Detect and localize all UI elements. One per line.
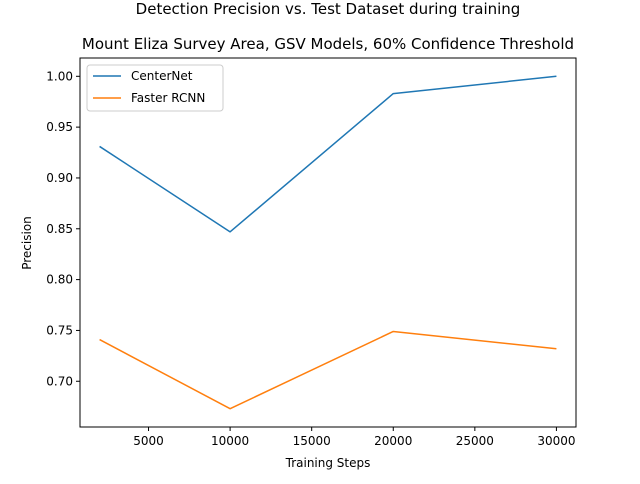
x-tick-label: 15000 xyxy=(293,434,331,448)
y-tick-label: 0.85 xyxy=(46,222,73,236)
y-tick-label: 0.75 xyxy=(46,323,73,337)
y-tick-label: 0.95 xyxy=(46,120,73,134)
series-line-centernet xyxy=(99,75,557,233)
axes-frame xyxy=(79,57,577,428)
legend-label-centernet: CenterNet xyxy=(131,69,193,83)
series-line-faster-rcnn xyxy=(99,330,557,410)
legend-label-faster-rcnn: Faster RCNN xyxy=(131,91,205,105)
y-axis-ticks: 0.70 0.75 0.80 0.85 0.90 0.95 1.00 xyxy=(46,69,80,388)
y-axis-label: Precision xyxy=(20,216,34,270)
x-tick-label: 10000 xyxy=(211,434,249,448)
x-axis-label: Training Steps xyxy=(285,456,371,470)
y-tick-label: 0.90 xyxy=(46,171,73,185)
series-lines xyxy=(99,75,557,410)
legend: CenterNet Faster RCNN xyxy=(86,64,224,112)
y-tick-label: 0.70 xyxy=(46,374,73,388)
x-tick-label: 30000 xyxy=(537,434,575,448)
chart-suptitle: Detection Precision vs. Test Dataset dur… xyxy=(136,0,521,18)
legend-entries: CenterNet Faster RCNN xyxy=(93,69,205,105)
x-tick-label: 20000 xyxy=(374,434,412,448)
chart-title: Mount Eliza Survey Area, GSV Models, 60%… xyxy=(82,35,574,53)
plot-area: 5000 10000 15000 20000 25000 30000 0.700.750.… xyxy=(46,57,577,448)
y-tick-label: 0.80 xyxy=(46,273,73,287)
x-tick-label: 25000 xyxy=(456,434,494,448)
x-axis-ticks: 5000 10000 15000 20000 25000 30000 xyxy=(133,427,576,448)
x-tick-label: 5000 xyxy=(133,434,164,448)
y-tick-label: 1.00 xyxy=(46,69,73,83)
